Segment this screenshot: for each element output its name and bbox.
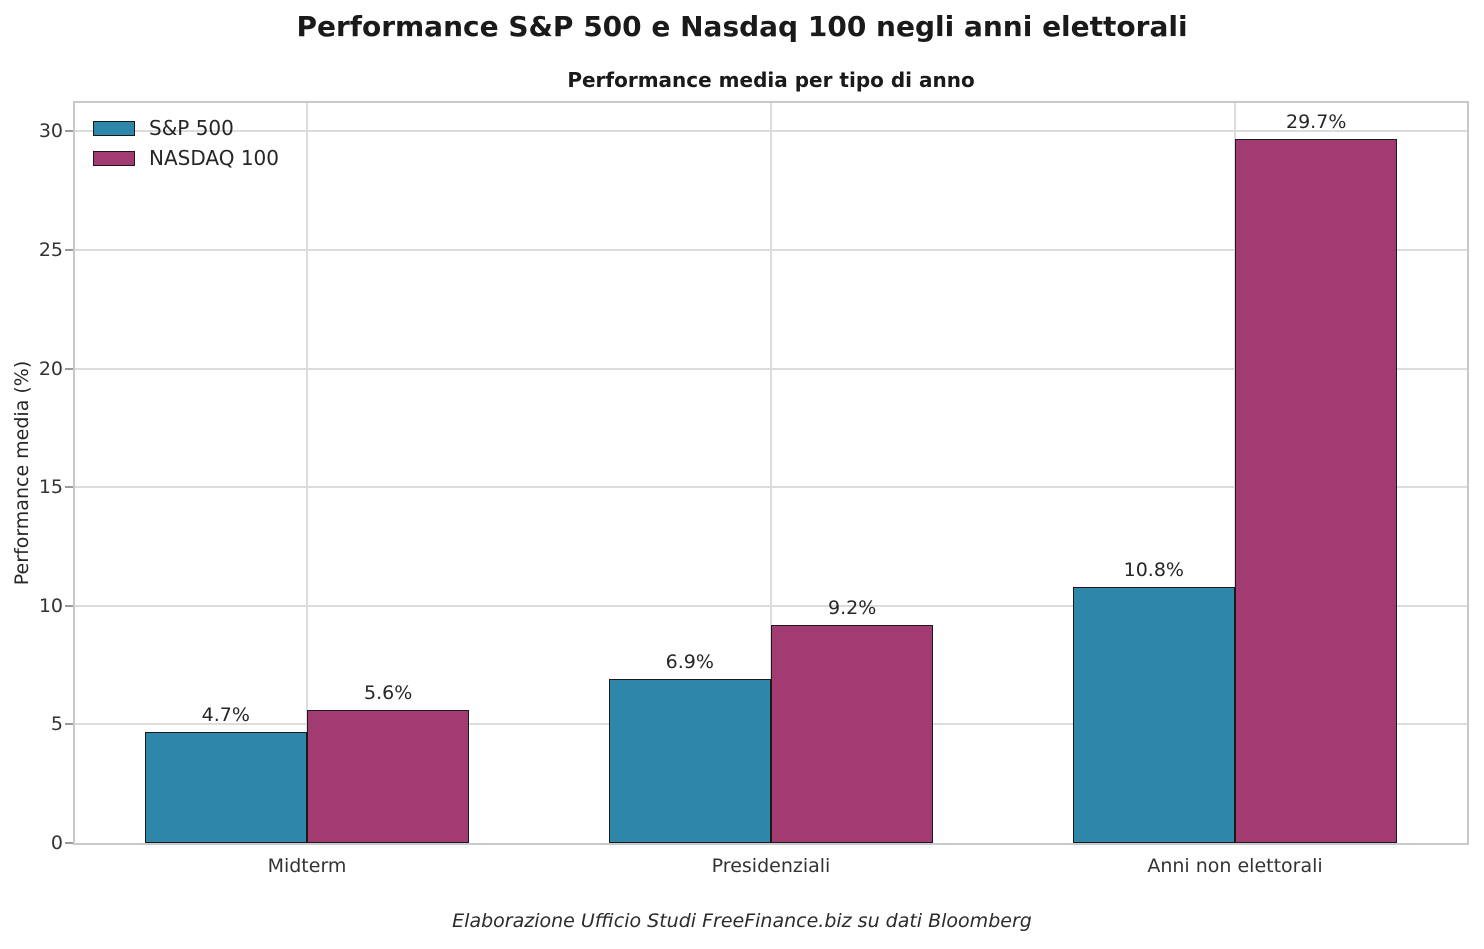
- y-tick-mark: [65, 604, 73, 607]
- y-tick-mark: [65, 723, 73, 726]
- bar-value-label: 29.7%: [1286, 110, 1347, 133]
- y-tick-label: 10: [38, 594, 63, 617]
- gridline-v: [306, 103, 308, 843]
- legend: S&P 500 NASDAQ 100: [93, 116, 279, 170]
- legend-swatch: [93, 150, 135, 166]
- x-tick-label: Midterm: [267, 855, 347, 877]
- source-note: Elaborazione Ufficio Studi FreeFinance.b…: [452, 910, 1032, 932]
- y-tick-mark: [65, 249, 73, 252]
- plot-area: 4.7% 6.9% 10.8% 5.6% 9.2% 29.7% S&P 500 NASDAQ…: [73, 101, 1469, 845]
- bar-s-p-500: [144, 731, 307, 843]
- y-tick-label: 5: [50, 713, 63, 736]
- bar-nasdaq-100: [771, 624, 934, 843]
- bar-value-label: 6.9%: [665, 651, 714, 674]
- bar-nasdaq-100: [307, 710, 470, 843]
- y-tick-mark: [65, 842, 73, 844]
- bar-value-label: 10.8%: [1123, 558, 1184, 581]
- chart-subtitle: Performance media per tipo di anno: [567, 68, 975, 92]
- y-tick-mark: [65, 367, 73, 370]
- legend-label: S&P 500: [149, 116, 234, 140]
- legend-label: NASDAQ 100: [149, 146, 279, 170]
- chart-title: Performance S&P 500 e Nasdaq 100 negli a…: [296, 10, 1188, 43]
- bar-s-p-500: [608, 679, 771, 843]
- y-tick-label: 0: [50, 832, 63, 854]
- x-tick-label: Presidenziali: [711, 855, 831, 877]
- x-tick-label: Anni non elettorali: [1147, 855, 1323, 877]
- y-tick-mark: [65, 130, 73, 133]
- y-tick-label: 25: [38, 239, 63, 262]
- gridline-v: [770, 103, 772, 843]
- y-tick-label: 15: [38, 476, 63, 499]
- bar-value-label: 9.2%: [828, 596, 877, 619]
- bar-value-label: 5.6%: [364, 682, 413, 705]
- legend-swatch: [93, 120, 135, 136]
- bar-nasdaq-100: [1235, 138, 1398, 843]
- bar-s-p-500: [1072, 586, 1235, 843]
- y-tick-label: 20: [38, 357, 63, 380]
- y-tick-label: 30: [38, 120, 63, 143]
- legend-item: NASDAQ 100: [93, 146, 279, 170]
- y-tick-mark: [65, 486, 73, 489]
- bar-value-label: 4.7%: [201, 703, 250, 726]
- legend-item: S&P 500: [93, 116, 279, 140]
- y-axis-title: Performance media (%): [11, 360, 33, 586]
